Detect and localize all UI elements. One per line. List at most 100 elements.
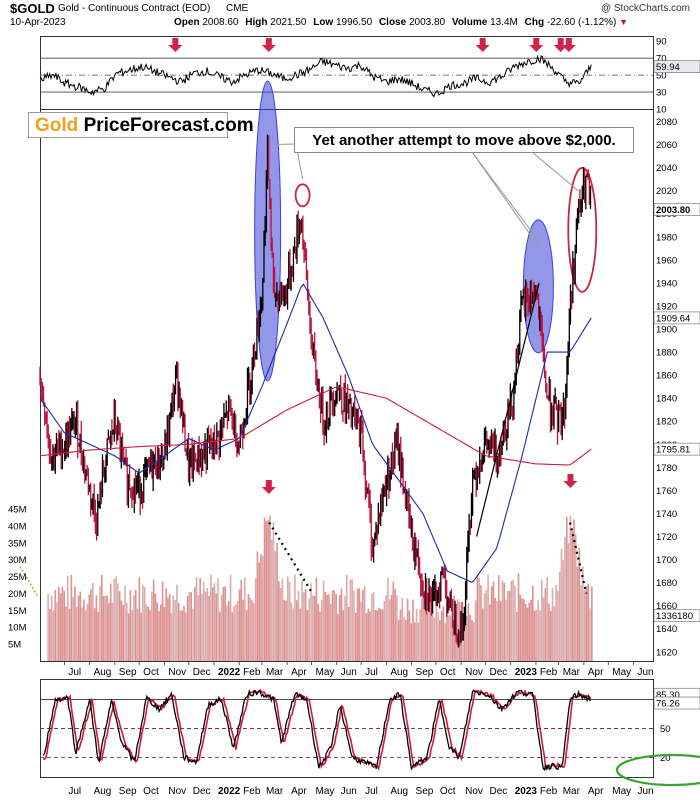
- volume-bar: [260, 554, 262, 661]
- volume-bar: [540, 579, 543, 661]
- volume-bar: [546, 576, 548, 661]
- volume-divergence-line: [268, 521, 314, 595]
- indicator-lines: [39, 54, 592, 772]
- volume-bar: [337, 613, 339, 661]
- stochastic-x-label: Aug: [94, 786, 112, 797]
- volume-bar: [145, 604, 148, 661]
- volume-bar: [521, 598, 523, 661]
- volume-bar: [417, 622, 420, 661]
- volume-bar: [489, 604, 491, 661]
- volume-bar: [227, 600, 230, 661]
- volume-bar: [578, 547, 581, 661]
- chart-header: $GOLD Gold - Continuous Contract (EOD) C…: [10, 0, 690, 34]
- volume-bar: [54, 589, 57, 661]
- volume-bar: [142, 585, 144, 661]
- volume-bar: [292, 608, 294, 661]
- volume-bar: [514, 585, 516, 661]
- price-x-label: Apr: [588, 667, 604, 678]
- stochastic-k-line: [42, 688, 591, 772]
- volume-bar: [254, 578, 257, 661]
- volume-bar: [288, 581, 291, 661]
- volume-bar: [74, 586, 76, 661]
- trend-line: [475, 282, 540, 537]
- volume-bar: [202, 581, 205, 661]
- volume-bar: [279, 588, 282, 661]
- grid-lines: [40, 57, 653, 759]
- volume-bar: [186, 595, 189, 661]
- volume-bar: [483, 593, 486, 661]
- rsi-arrow-down-icon: [529, 38, 544, 52]
- price-x-label: Mar: [563, 667, 581, 678]
- volume-divergence-line: [569, 522, 588, 594]
- volume-bar: [72, 596, 74, 661]
- volume-bar: [567, 543, 570, 661]
- stochastic-x-label: Dec: [193, 786, 211, 797]
- volume-bar: [93, 608, 96, 661]
- rsi-line: [39, 54, 592, 98]
- volume-bar: [115, 576, 117, 661]
- volume-bar: [313, 595, 316, 661]
- volume-bar: [564, 536, 566, 661]
- volume-bar: [537, 600, 539, 661]
- volume-bar: [326, 594, 328, 661]
- arrow-head: [529, 45, 544, 52]
- volume-bar: [158, 611, 160, 661]
- volume-bar: [161, 581, 164, 661]
- rsi-arrow-down-icon: [261, 38, 276, 52]
- volume-bar: [61, 586, 64, 661]
- volume-bar: [424, 592, 427, 661]
- volume-bar: [501, 580, 504, 661]
- volume-bar: [58, 587, 60, 661]
- volume-bar: [222, 587, 225, 661]
- volume-bar: [68, 608, 71, 661]
- rsi-value-tag: 59.94: [656, 62, 680, 73]
- volume-bar: [299, 608, 302, 661]
- price-x-label: Jul: [68, 667, 81, 678]
- volume-bar: [467, 603, 470, 661]
- pointer-line: [471, 151, 541, 243]
- volume-bar: [106, 595, 108, 661]
- volume-bar: [224, 586, 226, 661]
- volume-arrow-down-icon: [563, 474, 578, 488]
- sma200-tag: 1795.81: [656, 445, 690, 456]
- volume-bar: [247, 594, 250, 661]
- price-tick-label: 1700: [656, 555, 677, 566]
- price-candles: [39, 134, 592, 648]
- volume-bar: [346, 574, 348, 661]
- volume-bar: [219, 611, 221, 661]
- volume-bar: [197, 595, 200, 661]
- arrow-head: [563, 481, 578, 488]
- volume-bar: [480, 585, 482, 661]
- price-tick-label: 1760: [656, 486, 677, 497]
- volume-bar: [356, 588, 359, 661]
- volume-bar: [449, 615, 452, 661]
- volume-bar: [188, 591, 191, 661]
- high-value: 2021.50: [270, 17, 307, 28]
- volume-bar: [505, 599, 507, 661]
- volume-bar: [70, 574, 73, 661]
- volume-bar: [451, 602, 454, 661]
- volume-bar: [349, 579, 352, 661]
- price-tick-label: 1980: [656, 232, 677, 243]
- volume-bar: [183, 606, 185, 661]
- volume-bar: [539, 610, 541, 661]
- volume-bar: [238, 589, 241, 661]
- volume-bar: [147, 606, 150, 661]
- volume-bar: [360, 601, 362, 661]
- volume-bar: [490, 586, 493, 661]
- volume-bar: [90, 589, 92, 661]
- volume-bar: [573, 519, 575, 661]
- volume-bar: [492, 581, 495, 661]
- arrow-shaft: [172, 38, 179, 45]
- price-x-label: Nov: [168, 667, 186, 678]
- volume-bar: [580, 585, 582, 661]
- volume-bar: [120, 600, 123, 661]
- volume-bar: [233, 606, 235, 661]
- volume-bar: [551, 587, 554, 661]
- price-tick-label: 1680: [656, 578, 677, 589]
- price-tick-label: 1840: [656, 394, 677, 405]
- stochastic-x-label: Nov: [168, 786, 186, 797]
- volume-bar: [446, 602, 448, 661]
- volume-bar: [213, 583, 216, 661]
- stochastic-x-label: May: [316, 786, 335, 797]
